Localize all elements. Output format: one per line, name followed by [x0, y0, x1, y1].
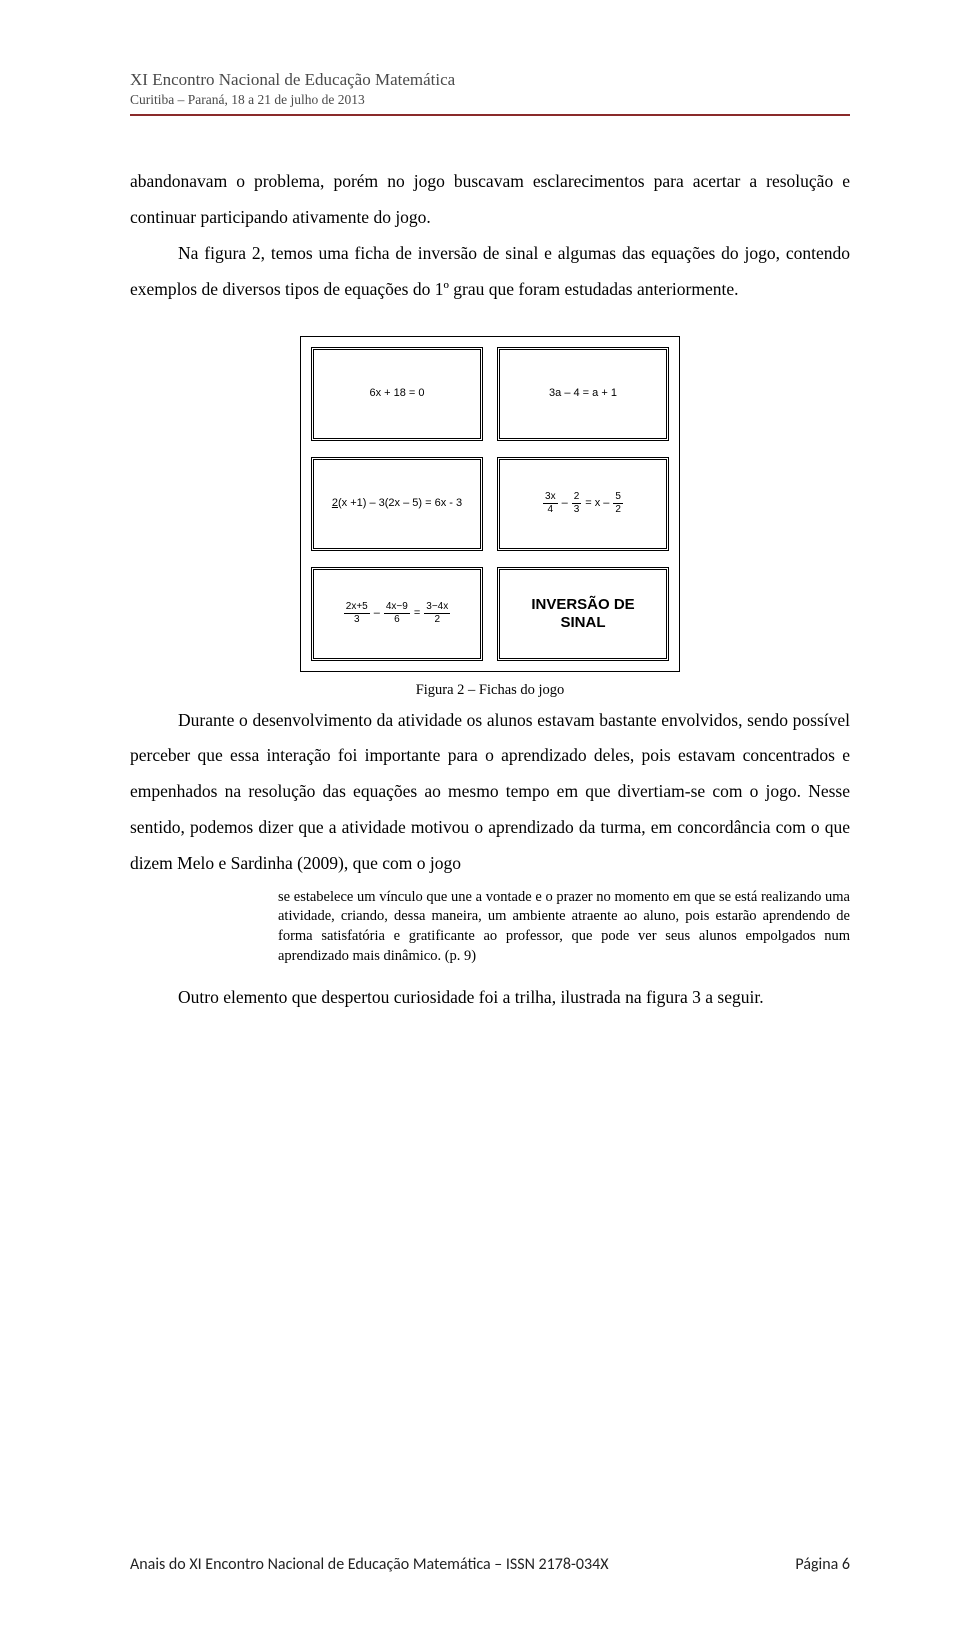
card4-frac2: 23 — [572, 492, 582, 515]
footer-right: Página 6 — [795, 1555, 850, 1574]
card5-frac3: 3−4x2 — [424, 602, 450, 625]
card-eq-1: 6x + 18 = 0 — [311, 347, 483, 441]
header-rule — [130, 114, 850, 116]
page-header: XI Encontro Nacional de Educação Matemát… — [130, 70, 850, 116]
header-title: XI Encontro Nacional de Educação Matemát… — [130, 70, 850, 90]
footer-left: Anais do XI Encontro Nacional de Educaçã… — [130, 1555, 609, 1574]
card5-frac2: 4x−96 — [384, 602, 410, 625]
paragraph-3: Durante o desenvolvimento da atividade o… — [130, 703, 850, 882]
paragraph-2: Na figura 2, temos uma ficha de inversão… — [130, 236, 850, 308]
card6-line2: SINAL — [531, 614, 634, 632]
card5-frac1: 2x+53 — [344, 602, 370, 625]
card-eq-3: 2(x +1) – 3(2x – 5) = 6x - 3 — [311, 457, 483, 551]
card-inversao: INVERSÃO DE SINAL — [497, 567, 669, 661]
header-subtitle: Curitiba – Paraná, 18 a 21 de julho de 2… — [130, 92, 850, 108]
figure-2: 6x + 18 = 0 3a – 4 = a + 1 2(x +1) – 3(2… — [300, 336, 680, 672]
card-eq-4: 3x4 – 23 = x – 52 — [497, 457, 669, 551]
card6-line1: INVERSÃO DE — [531, 596, 634, 614]
block-quote: se estabelece um vínculo que une a vonta… — [278, 888, 850, 966]
card-eq-5: 2x+53 – 4x−96 = 3−4x2 — [311, 567, 483, 661]
paragraph-4: Outro elemento que despertou curiosidade… — [130, 980, 850, 1016]
page-footer: Anais do XI Encontro Nacional de Educaçã… — [130, 1555, 850, 1574]
figure-2-caption: Figura 2 – Fichas do jogo — [130, 682, 850, 699]
figure-2-container: 6x + 18 = 0 3a – 4 = a + 1 2(x +1) – 3(2… — [130, 336, 850, 672]
card5-eq: = — [414, 607, 420, 620]
card4-frac3: 52 — [613, 492, 623, 515]
card5-op1: – — [374, 607, 380, 620]
card4-eq: = x – — [585, 497, 609, 510]
card4-frac1: 3x4 — [543, 492, 558, 515]
card-eq-2: 3a – 4 = a + 1 — [497, 347, 669, 441]
paragraph-1: abandonavam o problema, porém no jogo bu… — [130, 164, 850, 236]
cards-grid: 6x + 18 = 0 3a – 4 = a + 1 2(x +1) – 3(2… — [311, 347, 669, 661]
card3-rest: (x +1) – 3(2x – 5) = 6x - 3 — [338, 497, 462, 509]
card4-op1: – — [562, 497, 568, 510]
